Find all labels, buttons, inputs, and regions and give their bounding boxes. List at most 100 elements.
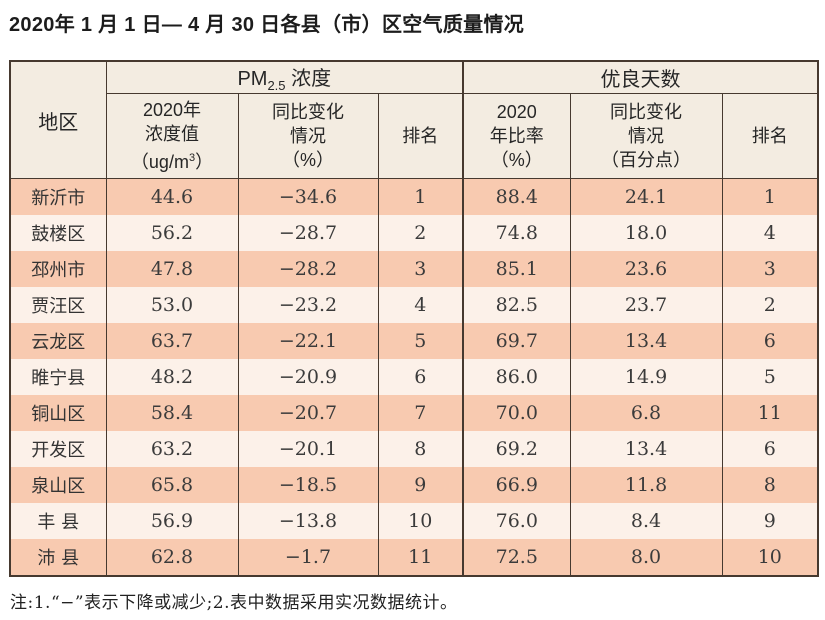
days-ratio-cell: 82.5 xyxy=(462,287,571,323)
table-row: 邳州市 47.8 −28.2 3 85.1 23.6 3 xyxy=(9,251,819,287)
cubic-superscript: 3 xyxy=(188,152,196,164)
region-cell: 新沂市 xyxy=(9,178,107,215)
days-rank-cell: 11 xyxy=(721,395,819,431)
table-row: 泉山区 65.8 −18.5 9 66.9 11.8 8 xyxy=(9,467,819,503)
days-ratio-cell: 76.0 xyxy=(462,503,571,539)
days-change-cell: 18.0 xyxy=(569,215,723,251)
days-change-cell: 13.4 xyxy=(569,431,723,467)
pm-rank-cell: 7 xyxy=(377,395,464,431)
days-rank-cell: 4 xyxy=(721,215,819,251)
days-rank-cell: 2 xyxy=(721,287,819,323)
region-cell: 泉山区 xyxy=(9,467,107,503)
pm-rank-cell: 8 xyxy=(377,431,464,467)
days-rank-cell: 3 xyxy=(721,251,819,287)
pm-value-cell: 44.6 xyxy=(105,178,239,215)
col-header-region: 地区 xyxy=(9,61,107,179)
pm-change-cell: −20.1 xyxy=(237,431,379,467)
pm-change-cell: −28.7 xyxy=(237,215,379,251)
table-row: 丰 县 56.9 −13.8 10 76.0 8.4 9 xyxy=(9,503,819,539)
days-rank-cell: 6 xyxy=(721,431,819,467)
col-header-days-rank: 排名 xyxy=(721,93,819,179)
pm-value-cell: 53.0 xyxy=(105,287,239,323)
days-ratio-cell: 85.1 xyxy=(462,251,571,287)
pm-value-cell: 63.2 xyxy=(105,431,239,467)
col-header-days-ratio: 2020 年比率 （%） xyxy=(462,93,571,179)
table-body: 新沂市 44.6 −34.6 1 88.4 24.1 1 鼓楼区 56.2 −2… xyxy=(9,178,819,576)
page-title: 2020年 1 月 1 日— 4 月 30 日各县（市）区空气质量情况 xyxy=(9,14,525,36)
pm-rank-cell: 11 xyxy=(377,539,464,576)
pm-value-cell: 62.8 xyxy=(105,539,239,576)
days-rank-cell: 5 xyxy=(721,359,819,395)
region-cell: 邳州市 xyxy=(9,251,107,287)
table-row: 沛 县 62.8 −1.7 11 72.5 8.0 10 xyxy=(9,539,819,576)
col-header-pm-value: 2020年 浓度值 （ug/m3） xyxy=(105,93,239,179)
days-ratio-cell: 88.4 xyxy=(462,178,571,215)
table-row: 开发区 63.2 −20.1 8 69.2 13.4 6 xyxy=(9,431,819,467)
pm-change-cell: −18.5 xyxy=(237,467,379,503)
days-rank-cell: 8 xyxy=(721,467,819,503)
col-header-days-change: 同比变化 情况 （百分点） xyxy=(569,93,723,179)
region-cell: 铜山区 xyxy=(9,395,107,431)
days-ratio-cell: 69.7 xyxy=(462,323,571,359)
pm-change-cell: −20.7 xyxy=(237,395,379,431)
table-row: 贾汪区 53.0 −23.2 4 82.5 23.7 2 xyxy=(9,287,819,323)
pm25-suffix: 浓度 xyxy=(285,68,332,90)
days-change-cell: 23.6 xyxy=(569,251,723,287)
pm-change-cell: −22.1 xyxy=(237,323,379,359)
pm-change-cell: −28.2 xyxy=(237,251,379,287)
days-change-cell: 11.8 xyxy=(569,467,723,503)
footnote: 注:1.“−”表示下降或减少;2.表中数据采用实况数据统计。 xyxy=(10,593,458,613)
region-cell: 睢宁县 xyxy=(9,359,107,395)
pm-rank-cell: 1 xyxy=(377,178,464,215)
region-cell: 沛 县 xyxy=(9,539,107,576)
table-row: 云龙区 63.7 −22.1 5 69.7 13.4 6 xyxy=(9,323,819,359)
days-ratio-cell: 86.0 xyxy=(462,359,571,395)
pm-change-cell: −20.9 xyxy=(237,359,379,395)
region-cell: 丰 县 xyxy=(9,503,107,539)
pm-rank-cell: 5 xyxy=(377,323,464,359)
days-ratio-cell: 69.2 xyxy=(462,431,571,467)
pm-change-cell: −34.6 xyxy=(237,178,379,215)
pm-change-cell: −13.8 xyxy=(237,503,379,539)
pm-value-cell: 56.9 xyxy=(105,503,239,539)
days-ratio-cell: 72.5 xyxy=(462,539,571,576)
pm-change-cell: −23.2 xyxy=(237,287,379,323)
table-row: 睢宁县 48.2 −20.9 6 86.0 14.9 5 xyxy=(9,359,819,395)
pm-value-cell: 58.4 xyxy=(105,395,239,431)
days-ratio-cell: 74.8 xyxy=(462,215,571,251)
pm-value-cell: 63.7 xyxy=(105,323,239,359)
pm-value-cell: 65.8 xyxy=(105,467,239,503)
air-quality-table: 地区 PM2.5 浓度 优良天数 2020年 浓度值 （ug/m3） 同比变化 … xyxy=(9,60,820,577)
days-rank-cell: 1 xyxy=(721,178,819,215)
col-group-pm25: PM2.5 浓度 xyxy=(105,61,464,94)
days-change-cell: 24.1 xyxy=(569,178,723,215)
pm-rank-cell: 6 xyxy=(377,359,464,395)
days-rank-cell: 9 xyxy=(721,503,819,539)
col-header-pm-change: 同比变化 情况 （%） xyxy=(237,93,379,179)
table-row: 新沂市 44.6 −34.6 1 88.4 24.1 1 xyxy=(9,178,819,215)
days-ratio-cell: 66.9 xyxy=(462,467,571,503)
pm-rank-cell: 10 xyxy=(377,503,464,539)
pm25-prefix: PM xyxy=(237,68,268,90)
table-row: 铜山区 58.4 −20.7 7 70.0 6.8 11 xyxy=(9,395,819,431)
days-change-cell: 13.4 xyxy=(569,323,723,359)
pm-change-cell: −1.7 xyxy=(237,539,379,576)
pm25-subscript: 2.5 xyxy=(267,78,286,93)
pm-rank-cell: 9 xyxy=(377,467,464,503)
days-change-cell: 6.8 xyxy=(569,395,723,431)
pm-rank-cell: 4 xyxy=(377,287,464,323)
days-rank-cell: 6 xyxy=(721,323,819,359)
days-change-cell: 14.9 xyxy=(569,359,723,395)
table-header: 地区 PM2.5 浓度 优良天数 2020年 浓度值 （ug/m3） 同比变化 … xyxy=(9,61,819,179)
table-row: 鼓楼区 56.2 −28.7 2 74.8 18.0 4 xyxy=(9,215,819,251)
pm-value-cell: 47.8 xyxy=(105,251,239,287)
region-cell: 鼓楼区 xyxy=(9,215,107,251)
days-change-cell: 8.4 xyxy=(569,503,723,539)
col-group-good-days: 优良天数 xyxy=(462,61,819,94)
region-cell: 云龙区 xyxy=(9,323,107,359)
pm-value-cell: 48.2 xyxy=(105,359,239,395)
col-header-pm-rank: 排名 xyxy=(377,93,464,179)
pm-rank-cell: 3 xyxy=(377,251,464,287)
pm-rank-cell: 2 xyxy=(377,215,464,251)
